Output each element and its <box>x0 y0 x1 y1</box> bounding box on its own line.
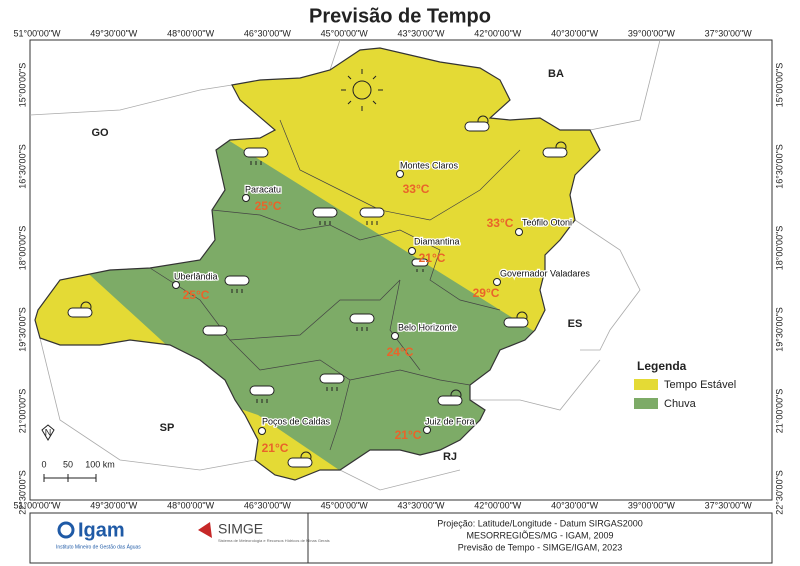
city-dot <box>423 426 431 434</box>
longitude-label: 51°00'00"W <box>13 28 61 38</box>
city-label: Teófilo Otoni <box>522 217 572 227</box>
legend-title: Legenda <box>637 359 687 373</box>
longitude-label: 37°30'00"W <box>705 500 753 510</box>
longitude-label: 48°00'00"W <box>167 28 215 38</box>
temperature: 21°C <box>262 441 289 455</box>
temperature: 25°C <box>183 288 210 302</box>
city-label-halo: Diamantina <box>414 236 460 246</box>
longitude-label: 51°00'00"W <box>13 500 61 510</box>
north-arrow: N <box>41 424 55 441</box>
footer-line: Projeção: Latitude/Longitude - Datum SIR… <box>437 518 643 528</box>
longitude-label: 45°00'00"W <box>321 500 369 510</box>
longitude-label: 46°30'00"W <box>244 500 292 510</box>
longitude-label: 49°30'00"W <box>90 28 138 38</box>
latitude-label: 19°30'00"S <box>774 307 784 352</box>
city-label: Montes Claros <box>400 160 459 170</box>
city-dot <box>396 170 404 178</box>
latitude-label: 22°30'00"S <box>774 470 784 515</box>
city-label-halo: Uberlândia <box>174 271 218 281</box>
longitude-label: 43°30'00"W <box>397 28 445 38</box>
longitude-label: 40°30'00"W <box>551 28 599 38</box>
latitude-label: 21°00'00"S <box>17 389 27 434</box>
city-label-halo: Montes Claros <box>400 160 459 170</box>
svg-text:N: N <box>45 427 52 437</box>
city-label: Belo Horizonte <box>398 322 457 332</box>
logo-text: Igam <box>78 519 125 541</box>
latitude-label: 18°00'00"S <box>774 226 784 271</box>
latitude-label: 16°30'00"S <box>17 144 27 189</box>
latitude-label: 19°30'00"S <box>17 307 27 352</box>
logo-text: SIMGE <box>218 521 263 537</box>
city-label-halo: Poços de Caldas <box>262 416 331 426</box>
longitude-label: 39°00'00"W <box>628 500 676 510</box>
city-label-halo: Juiz de Fora <box>425 416 475 426</box>
scale-label: 100 km <box>85 459 115 469</box>
longitude-label: 46°30'00"W <box>244 28 292 38</box>
scale-bar: 0 50 100 km <box>41 459 115 482</box>
weather-icons <box>67 69 568 468</box>
longitude-label: 42°00'00"W <box>474 28 522 38</box>
city-dot <box>391 332 399 340</box>
longitude-label: 43°30'00"W <box>397 500 445 510</box>
city-label-halo: Governador Valadares <box>500 268 590 278</box>
temperature: 33°C <box>487 216 514 230</box>
footer-line: Previsão de Tempo - SIMGE/IGAM, 2023 <box>458 542 622 552</box>
city-dot <box>242 194 250 202</box>
legend-label: Chuva <box>664 398 697 410</box>
longitude-label: 37°30'00"W <box>705 28 753 38</box>
temperature: 21°C <box>395 428 422 442</box>
latitude-label: 22°30'00"S <box>17 470 27 515</box>
city-dot <box>515 228 523 236</box>
longitude-label: 45°00'00"W <box>321 28 369 38</box>
latitude-label: 18°00'00"S <box>17 226 27 271</box>
logo-subtitle: Instituto Mineiro de Gestão das Águas <box>56 543 141 550</box>
city-label: Juiz de Fora <box>425 416 475 426</box>
city-label-halo: Teófilo Otoni <box>522 217 572 227</box>
temperature: 25°C <box>255 199 282 213</box>
city-label: Poços de Caldas <box>262 416 331 426</box>
scale-label: 50 <box>63 459 73 469</box>
longitude-label: 39°00'00"W <box>628 28 676 38</box>
legend-swatch <box>634 379 658 390</box>
state-label: BA <box>548 68 564 80</box>
legend-swatch <box>634 398 658 409</box>
latitude-label: 16°30'00"S <box>774 144 784 189</box>
latitude-label: 15°00'00"S <box>774 63 784 108</box>
title: Previsão de Tempo <box>309 5 491 27</box>
city-label: Governador Valadares <box>500 268 590 278</box>
city-label-halo: Belo Horizonte <box>398 322 457 332</box>
state-label: ES <box>568 318 583 330</box>
city-label: Diamantina <box>414 236 460 246</box>
latitude-label: 21°00'00"S <box>774 389 784 434</box>
temperature: 29°C <box>473 286 500 300</box>
temperature: 21°C <box>419 251 446 265</box>
legend: Legenda Tempo Estável Chuva <box>634 359 736 410</box>
logo-subtitle: Sistema de Meteorologia e Recursos Hídri… <box>218 538 330 543</box>
longitude-label: 42°00'00"W <box>474 500 522 510</box>
longitude-label: 40°30'00"W <box>551 500 599 510</box>
temperature: 24°C <box>387 345 414 359</box>
city-label: Paracatu <box>245 184 281 194</box>
city-label: Uberlândia <box>174 271 218 281</box>
footer: Igam Instituto Mineiro de Gestão das Águ… <box>29 512 773 564</box>
footer-line: MESORREGIÕES/MG - IGAM, 2009 <box>466 530 613 540</box>
city-dot <box>258 427 266 435</box>
legend-label: Tempo Estável <box>664 379 736 391</box>
state-label: SP <box>160 422 175 434</box>
longitude-label: 48°00'00"W <box>167 500 215 510</box>
state-label: RJ <box>443 451 457 463</box>
state-label: GO <box>91 127 109 139</box>
city-dot <box>408 247 416 255</box>
scale-label: 0 <box>41 459 46 469</box>
temperature: 33°C <box>403 182 430 196</box>
city-dot <box>493 278 501 286</box>
latitude-label: 15°00'00"S <box>17 63 27 108</box>
longitude-label: 49°30'00"W <box>90 500 138 510</box>
city-label-halo: Paracatu <box>245 184 281 194</box>
city-dot <box>172 281 180 289</box>
state-borders <box>29 39 661 491</box>
